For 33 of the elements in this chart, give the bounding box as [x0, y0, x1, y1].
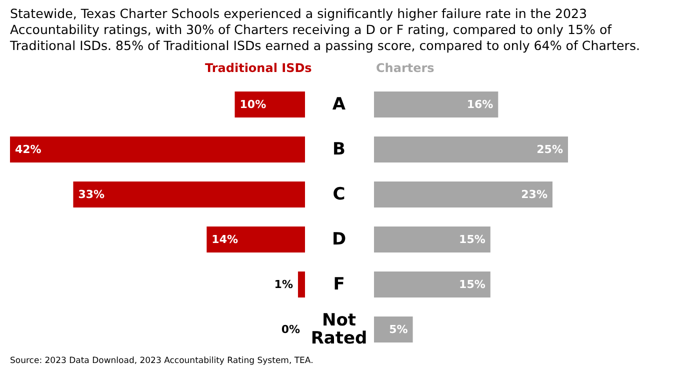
source-note: Source: 2023 Data Download, 2023 Accountability Rating System, TEA. — [10, 356, 314, 366]
y-tick-label: C — [332, 184, 346, 204]
data-label: 42% — [15, 143, 42, 156]
data-label: 14% — [212, 233, 238, 246]
data-label: 15% — [459, 233, 486, 246]
bar — [374, 272, 490, 298]
y-tick-label: B — [332, 140, 346, 160]
bar — [374, 136, 568, 162]
y-tick-label: F — [333, 274, 345, 294]
data-label: 10% — [240, 98, 266, 111]
bar — [374, 182, 552, 208]
bar — [298, 272, 305, 298]
bar — [374, 92, 498, 118]
y-tick-label: Not Rated — [310, 310, 368, 348]
series-label: Charters — [376, 61, 434, 75]
chart-title: Statewide, Texas Charter Schools experienced a significantly higher failure rate in the 2023 Accountability ratings, with 30% of Charters receiving a D or F rating, compared to only 15% of Traditional ISDs. 85% of Traditional ISDs earned a passing score, compared to only 64% of Charters. — [10, 6, 642, 54]
bar — [234, 92, 305, 118]
bar — [73, 182, 305, 208]
data-label: 16% — [466, 98, 494, 111]
data-label: 0% — [281, 323, 300, 336]
data-label: 33% — [78, 188, 105, 201]
data-label: 1% — [274, 278, 293, 291]
data-label: 5% — [389, 323, 408, 336]
data-label: 23% — [521, 188, 548, 201]
data-label: 25% — [536, 143, 563, 156]
series-label: Traditional ISDs — [205, 61, 312, 75]
bar — [206, 226, 305, 252]
bar — [374, 316, 413, 342]
y-tick-label: D — [332, 230, 346, 250]
y-tick-label: A — [332, 94, 346, 114]
data-label: 15% — [459, 278, 486, 291]
bar — [374, 226, 490, 252]
bar — [10, 136, 305, 162]
